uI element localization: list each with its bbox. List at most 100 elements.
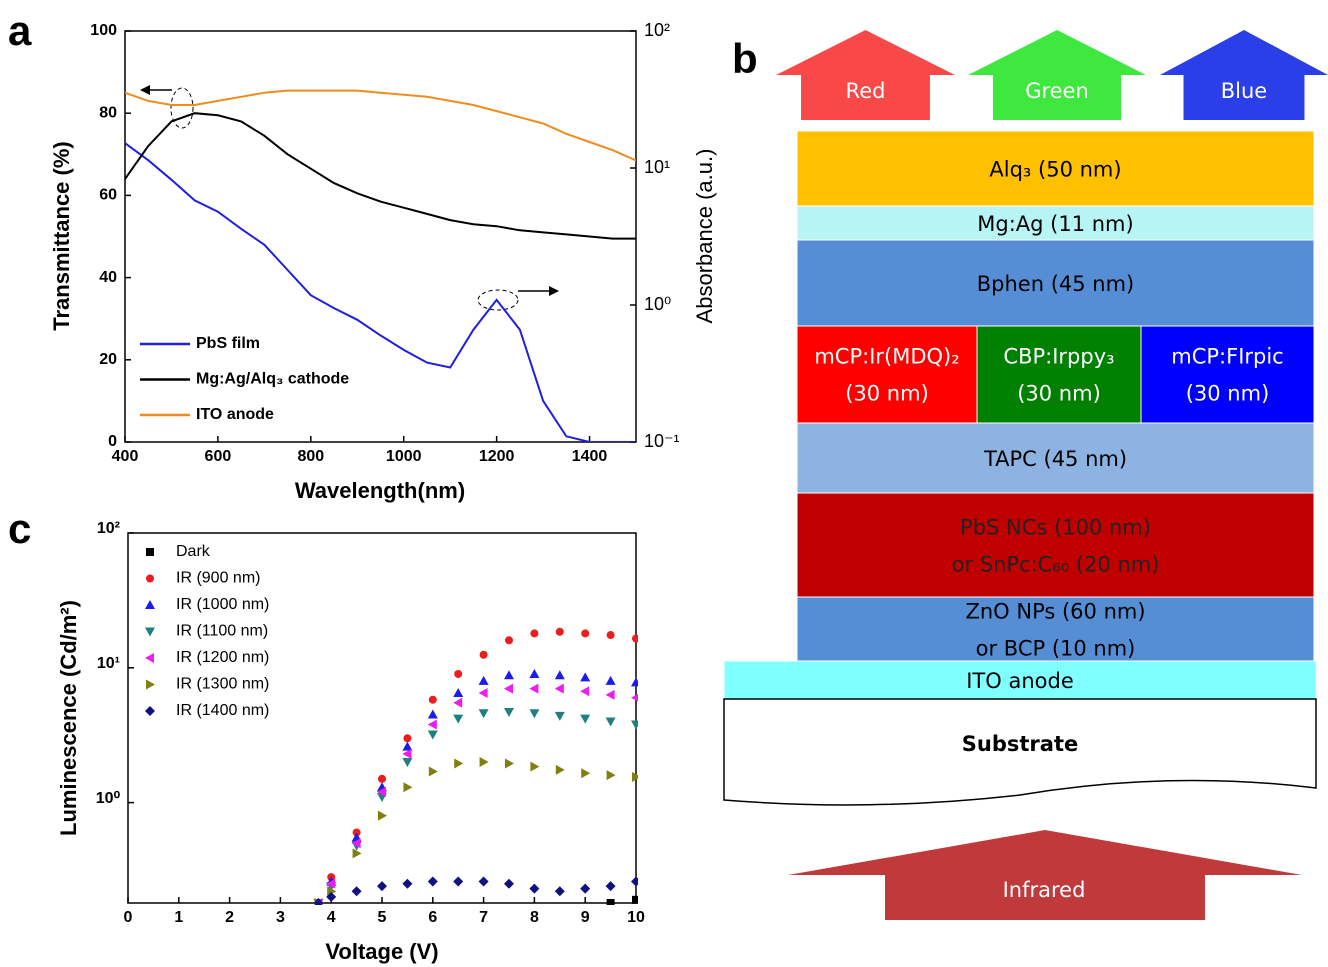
legend-label: IR (1400 nm): [176, 702, 269, 719]
marker: [427, 719, 437, 730]
emitter-layer: [796, 325, 978, 424]
layer-label: mCP:FIrpic: [1171, 345, 1283, 369]
marker: [377, 881, 387, 892]
output-arrow: [968, 30, 1146, 120]
y2-tick-label: 10¹: [644, 157, 670, 177]
panel-label: a: [8, 7, 32, 54]
marker: [580, 672, 591, 682]
x-tick-label: 7: [479, 909, 488, 926]
marker: [504, 683, 513, 694]
layer: [796, 492, 1315, 598]
x-tick-label: 10: [627, 909, 645, 926]
legend-swatch: [145, 600, 155, 609]
layer-label: (30 nm): [1017, 382, 1101, 406]
marker: [427, 730, 438, 740]
annotation-ellipse: [170, 87, 194, 129]
marker: [403, 734, 412, 743]
marker: [606, 770, 616, 781]
emitter-layer: [1140, 325, 1315, 424]
legend-swatch: [146, 679, 155, 690]
marker: [377, 786, 386, 797]
marker: [453, 697, 463, 708]
series-line: [125, 89, 636, 162]
x-tick-label: 1400: [572, 448, 608, 465]
marker: [529, 883, 540, 894]
marker: [427, 709, 438, 719]
layer-label: PbS NCs (100 nm): [960, 516, 1151, 540]
y2-tick-label: 10⁻¹: [644, 431, 680, 451]
marker: [478, 688, 488, 699]
x-tick-label: 2: [225, 909, 234, 926]
marker: [427, 876, 438, 887]
emitter-layer: [976, 325, 1142, 424]
x-tick-label: 800: [297, 448, 324, 465]
substrate-label: Substrate: [962, 732, 1078, 756]
legend-label: ITO anode: [196, 406, 274, 423]
marker: [581, 629, 590, 638]
legend-label: IR (900 nm): [176, 570, 260, 587]
marker: [402, 741, 413, 751]
marker: [402, 748, 412, 759]
input-arrow: [788, 830, 1302, 920]
legend-swatch: [145, 706, 155, 716]
marker: [453, 714, 464, 724]
x-tick-label: 5: [378, 909, 387, 926]
layer-label: Mg:Ag (11 nm): [977, 212, 1133, 236]
x-tick-label: 1: [174, 909, 183, 926]
legend-label: Dark: [176, 543, 211, 560]
marker: [453, 688, 464, 698]
x-tick-label: 9: [581, 909, 590, 926]
series-line: [125, 142, 636, 442]
marker: [326, 878, 336, 889]
marker: [453, 876, 464, 887]
y-axis-label: Luminescence (Cd/m²): [56, 600, 81, 836]
marker: [478, 709, 489, 719]
marker: [428, 766, 438, 777]
marker: [632, 895, 638, 904]
marker: [454, 758, 464, 769]
marker: [378, 774, 386, 783]
panel-label: c: [8, 505, 31, 552]
plot-data: [125, 89, 636, 442]
legend-label: PbS film: [196, 335, 260, 352]
legend-swatch: [145, 627, 155, 637]
plot-data: [313, 627, 638, 905]
layer-label: Alq₃ (50 nm): [989, 158, 1121, 182]
marker: [378, 810, 387, 821]
x-tick-label: 600: [205, 448, 232, 465]
substrate: [723, 698, 1317, 806]
x-tick-label: 0: [124, 909, 133, 926]
device-diagram: Red Green Blue Alq₃ (50 nm) Mg:Ag (11 nm) Bph…: [723, 30, 1328, 920]
marker: [454, 669, 463, 678]
marker: [554, 886, 565, 897]
marker: [631, 693, 638, 702]
y-tick-label: 10²: [97, 520, 120, 537]
marker: [478, 876, 489, 887]
y-tick-label: 0: [108, 433, 117, 450]
x-tick-label: 3: [276, 909, 285, 926]
y-tick-label: 60: [99, 187, 117, 204]
output-label: Green: [1025, 79, 1089, 103]
marker: [605, 717, 616, 727]
layer-label: mCP:Ir(MDQ)₂: [814, 345, 959, 369]
annotation-arrow: [549, 286, 559, 296]
layer: [796, 130, 1315, 207]
marker: [504, 670, 514, 680]
layer-label: Bphen (45 nm): [977, 272, 1135, 296]
marker: [529, 709, 540, 719]
y-tick-label: 10¹: [97, 655, 120, 672]
layer-label: ZnO NPs (60 nm): [965, 600, 1145, 624]
y-tick-label: 10⁰: [96, 790, 121, 807]
marker: [580, 883, 591, 894]
marker: [631, 876, 638, 887]
layer: [796, 239, 1315, 327]
y2-tick-label: 10⁰: [644, 294, 671, 314]
legend-swatch: [146, 548, 154, 556]
marker: [554, 683, 564, 694]
marker: [530, 761, 540, 772]
x-tick-label: 4: [327, 909, 336, 926]
input-label: Infrared: [1003, 878, 1086, 902]
marker: [428, 695, 437, 704]
layer: [723, 660, 1317, 700]
layer-label: or BCP (10 nm): [976, 637, 1136, 661]
